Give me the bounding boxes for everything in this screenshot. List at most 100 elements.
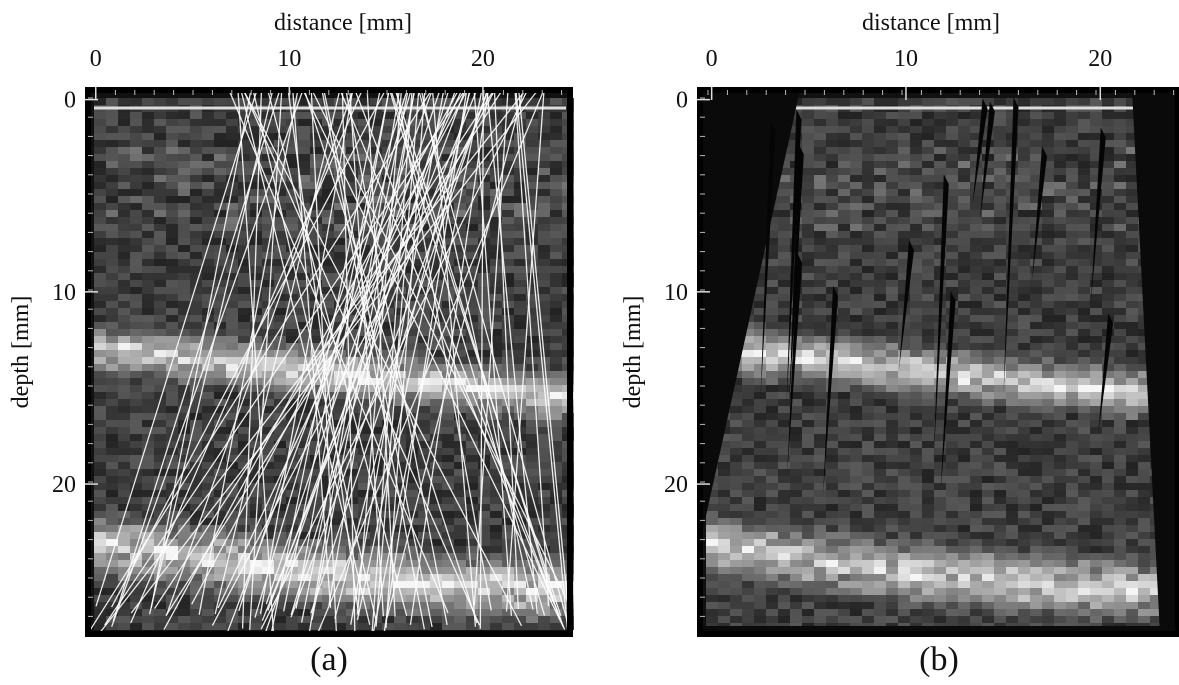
image-cell [898,196,910,203]
image-cell [766,329,778,336]
image-cell [1066,126,1078,133]
image-cell [1018,168,1030,175]
image-cell [1006,357,1018,364]
image-cell [214,364,226,371]
image-cell [274,623,286,630]
image-cell [1042,329,1054,336]
image-cell [1030,315,1042,322]
image-cell [1066,357,1078,364]
image-cell [166,245,178,252]
image-cell [142,112,154,119]
image-cell [430,434,442,441]
image-cell [94,490,106,497]
image-cell [1054,175,1066,182]
image-cell [130,315,142,322]
image-cell [922,126,934,133]
image-cell [958,133,970,140]
image-cell [1018,245,1030,252]
image-cell [1114,245,1126,252]
image-cell [958,126,970,133]
image-cell [874,203,886,210]
image-cell [382,616,394,623]
image-cell [178,273,190,280]
image-cell [406,483,418,490]
image-cell [838,364,850,371]
image-cell [106,364,118,371]
image-cell [178,252,190,259]
image-cell [550,182,562,189]
image-cell [166,112,178,119]
image-cell [934,133,946,140]
image-cell [478,266,490,273]
image-cell [106,385,118,392]
image-cell [94,455,106,462]
image-cell [862,238,874,245]
image-cell [1114,399,1126,406]
image-cell [94,161,106,168]
image-cell [898,350,910,357]
image-cell [970,364,982,371]
image-cell [1030,259,1042,266]
image-cell [490,168,502,175]
image-cell [778,378,790,385]
image-cell [910,189,922,196]
image-cell [154,350,166,357]
image-cell [1114,294,1126,301]
image-cell [94,203,106,210]
image-cell [166,301,178,308]
image-cell [142,469,154,476]
image-cell [538,441,550,448]
image-cell [1030,294,1042,301]
image-cell [202,147,214,154]
image-cell [982,210,994,217]
image-cell [442,511,454,518]
image-cell [1114,329,1126,336]
image-cell [94,399,106,406]
image-cell [922,287,934,294]
image-cell [118,455,130,462]
image-cell [850,350,862,357]
image-cell [94,420,106,427]
image-cell [862,357,874,364]
image-cell [142,462,154,469]
image-cell [538,511,550,518]
image-cell [430,616,442,623]
image-cell [430,399,442,406]
image-cell [1066,259,1078,266]
image-cell [1006,350,1018,357]
x-tick-label: 0 [90,46,102,72]
image-cell [910,119,922,126]
image-cell [550,168,562,175]
image-cell [118,161,130,168]
image-cell [1066,399,1078,406]
image-cell [862,119,874,126]
image-cell [1006,406,1018,413]
image-cell [994,308,1006,315]
image-cell [970,280,982,287]
image-cell [106,266,118,273]
image-cell [166,399,178,406]
image-cell [814,238,826,245]
image-cell [886,343,898,350]
image-cell [394,616,406,623]
image-cell [730,399,742,406]
image-cell [514,595,526,602]
image-cell [118,245,130,252]
image-cell [898,392,910,399]
image-cell [802,280,814,287]
image-cell [466,469,478,476]
image-cell [526,623,538,630]
image-cell [478,343,490,350]
image-cell [478,497,490,504]
image-cell [910,161,922,168]
image-cell [130,217,142,224]
image-cell [1030,252,1042,259]
image-cell [166,203,178,210]
image-cell [142,308,154,315]
image-cell [118,273,130,280]
image-cell [838,343,850,350]
image-cell [922,168,934,175]
image-cell [778,266,790,273]
image-cell [970,378,982,385]
image-cell [802,343,814,350]
